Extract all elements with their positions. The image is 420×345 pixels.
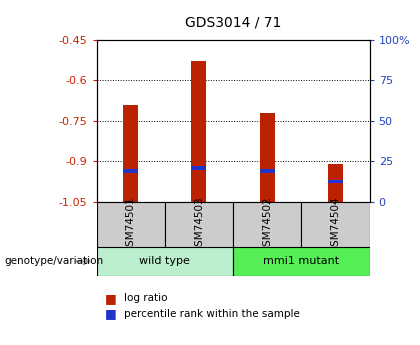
Bar [328, 164, 343, 202]
Text: ■: ■ [105, 307, 117, 321]
Text: GSM74501: GSM74501 [126, 196, 136, 253]
Text: genotype/variation: genotype/variation [4, 256, 103, 266]
Bar [260, 169, 275, 172]
Bar [97, 202, 165, 247]
Bar [165, 202, 233, 247]
Bar [233, 202, 302, 247]
Text: ■: ■ [105, 292, 117, 305]
Bar [192, 61, 207, 202]
Bar [328, 180, 343, 184]
Text: GSM74504: GSM74504 [331, 196, 341, 253]
Text: GSM74503: GSM74503 [194, 196, 204, 253]
Text: wild type: wild type [139, 256, 190, 266]
Text: percentile rank within the sample: percentile rank within the sample [124, 309, 300, 319]
Text: mmi1 mutant: mmi1 mutant [263, 256, 339, 266]
Bar [233, 247, 370, 276]
Text: GSM74502: GSM74502 [262, 196, 272, 253]
Bar [97, 247, 233, 276]
Text: GDS3014 / 71: GDS3014 / 71 [185, 16, 281, 30]
Bar [192, 166, 207, 170]
Bar [123, 105, 138, 202]
Bar [123, 169, 138, 172]
Bar [302, 202, 370, 247]
Text: log ratio: log ratio [124, 294, 168, 303]
Bar [260, 112, 275, 202]
